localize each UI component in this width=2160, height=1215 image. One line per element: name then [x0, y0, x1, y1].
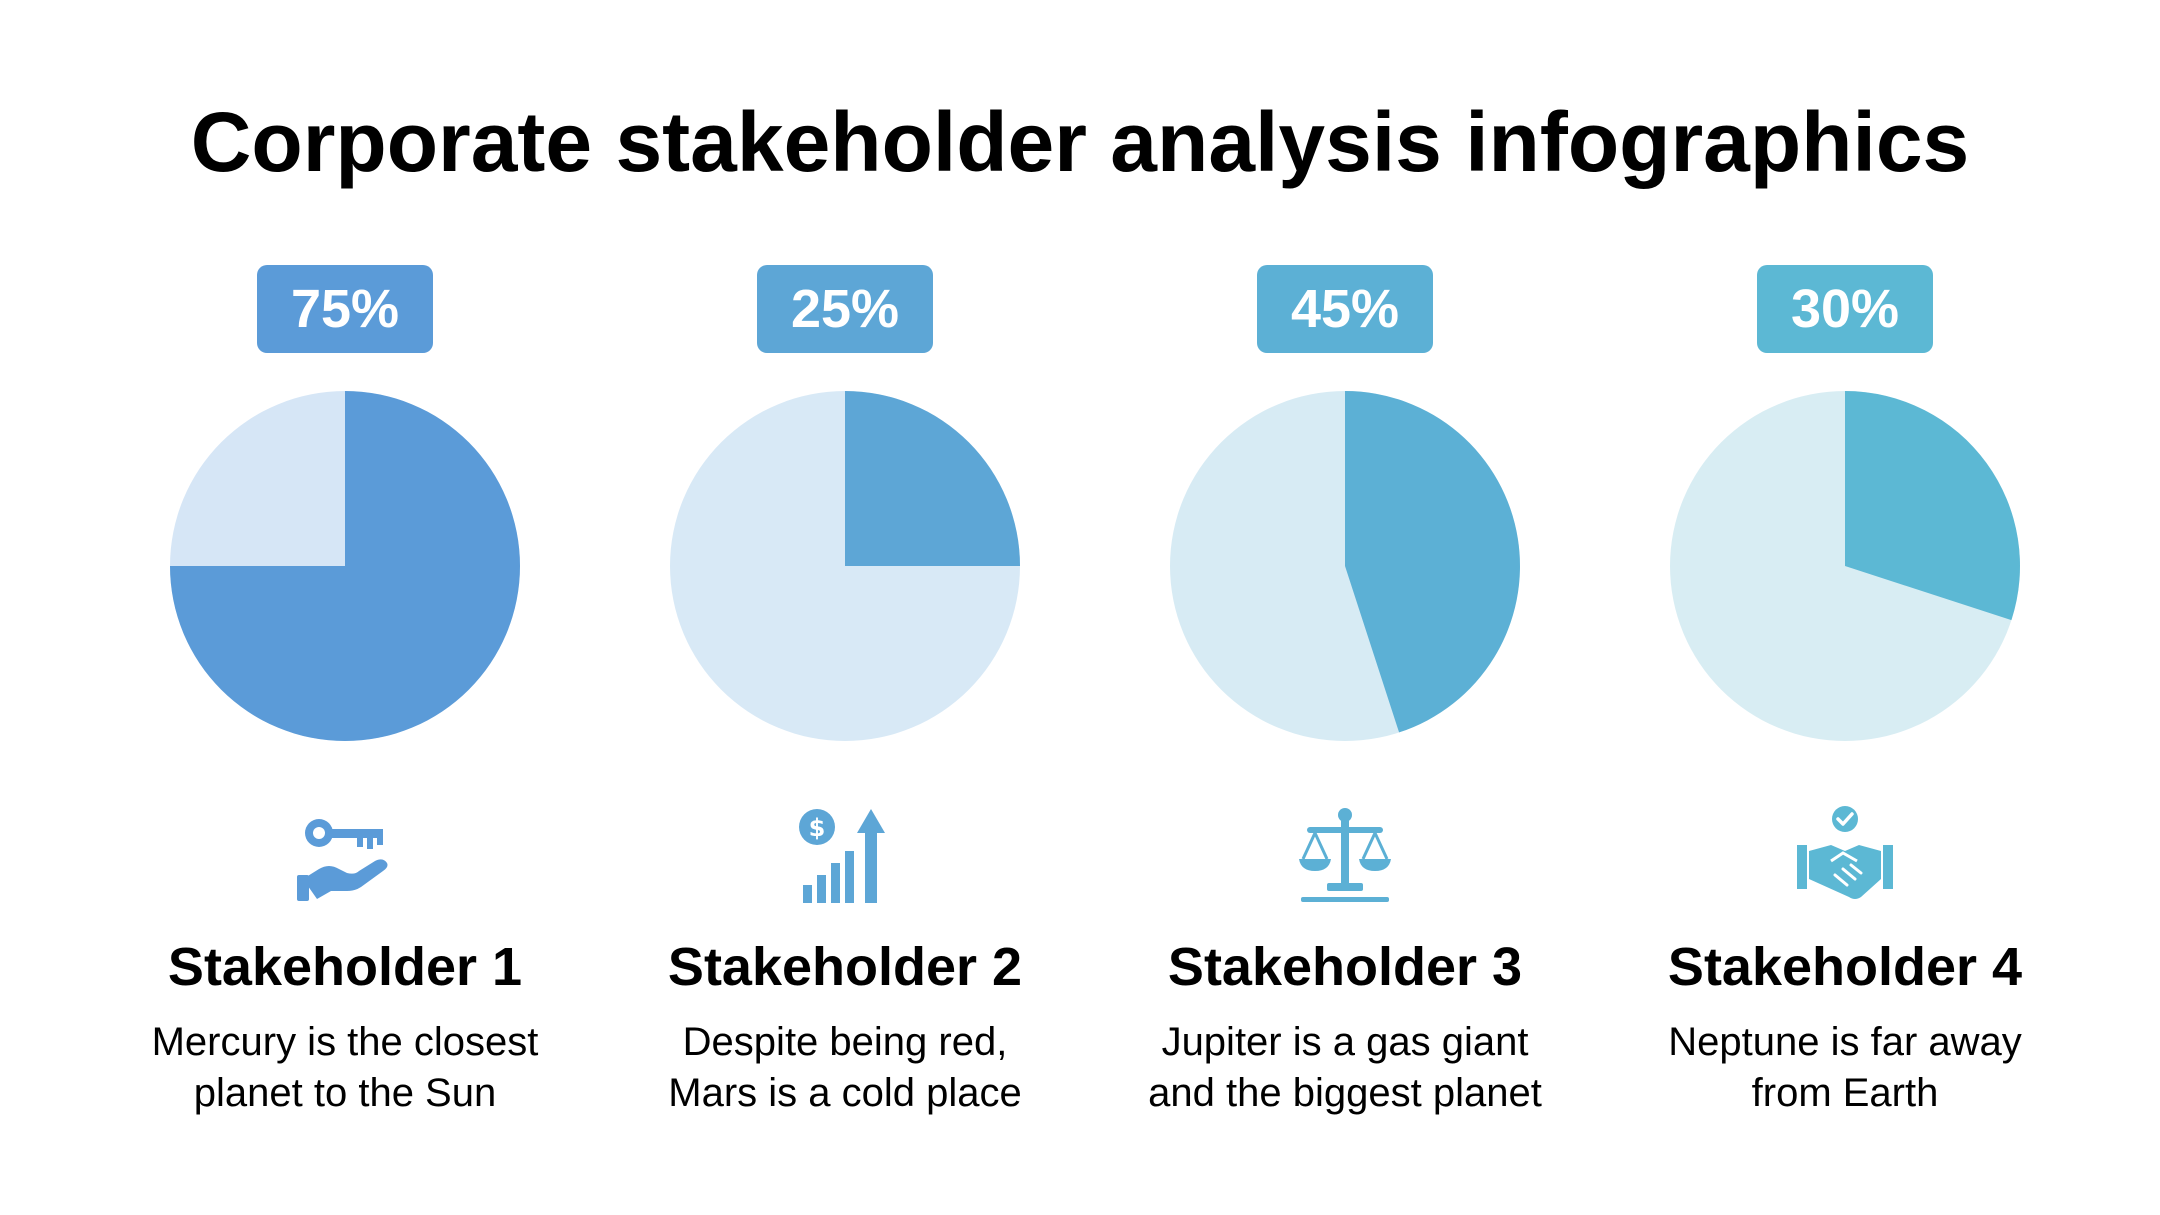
pie-chart [1170, 391, 1520, 741]
pie-chart [170, 391, 520, 741]
balance-scale-icon [1299, 808, 1391, 902]
percent-badge: 75% [257, 265, 433, 353]
svg-text:$: $ [809, 814, 826, 842]
stakeholder-4-card: 30% Stakeholder 4 Neptune is far away fr… [1595, 265, 2095, 1145]
pie-chart [670, 391, 1020, 741]
handshake-check-icon [1797, 806, 1893, 899]
stakeholder-2-card: 25% $ Stakeholder 2 Despite being red, M… [595, 265, 1095, 1145]
pie-value-slice [845, 391, 1020, 566]
percent-badge: 25% [757, 265, 933, 353]
stakeholder-description: Mercury is the closest planet to the Sun [151, 1020, 539, 1115]
stakeholder-description: Despite being red, Mars is a cold place [668, 1020, 1022, 1115]
percent-badge: 45% [1257, 265, 1433, 353]
stakeholder-1-card: 75% Stakeholder 1 Mercury is the closest… [95, 265, 595, 1145]
percent-badge: 30% [1757, 265, 1933, 353]
stakeholder-description: Neptune is far away from Earth [1668, 1020, 2022, 1115]
stakeholder-name: Stakeholder 1 [167, 937, 523, 997]
pie-chart [1670, 391, 2020, 741]
money-growth-chart-icon: $ [799, 809, 885, 903]
stakeholder-3-card: 45% Stakeholder 3 Jupiter is a gas giant… [1095, 265, 1595, 1145]
pie-value-slice [170, 391, 520, 741]
stakeholder-name: Stakeholder 3 [1167, 937, 1523, 997]
pie-value-slice [1845, 391, 2020, 621]
stakeholder-name: Stakeholder 4 [1667, 937, 2023, 997]
pie-value-slice [1345, 391, 1520, 733]
stakeholder-description: Jupiter is a gas giant and the biggest p… [1148, 1020, 1542, 1115]
key-in-hand-icon [297, 819, 388, 901]
page-title: Corporate stakeholder analysis infograph… [190, 95, 1970, 189]
stakeholder-name: Stakeholder 2 [667, 937, 1023, 997]
